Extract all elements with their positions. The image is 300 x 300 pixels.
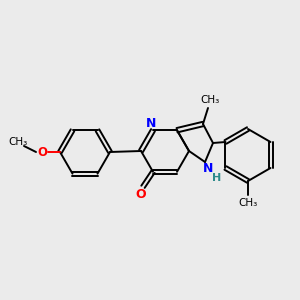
Text: CH₃: CH₃: [238, 198, 258, 208]
Text: O: O: [37, 146, 47, 158]
Text: N: N: [203, 163, 213, 176]
Text: CH₃: CH₃: [200, 95, 220, 105]
Text: N: N: [146, 117, 156, 130]
Text: CH₃: CH₃: [8, 137, 28, 147]
Text: O: O: [136, 188, 146, 201]
Text: H: H: [212, 173, 222, 183]
